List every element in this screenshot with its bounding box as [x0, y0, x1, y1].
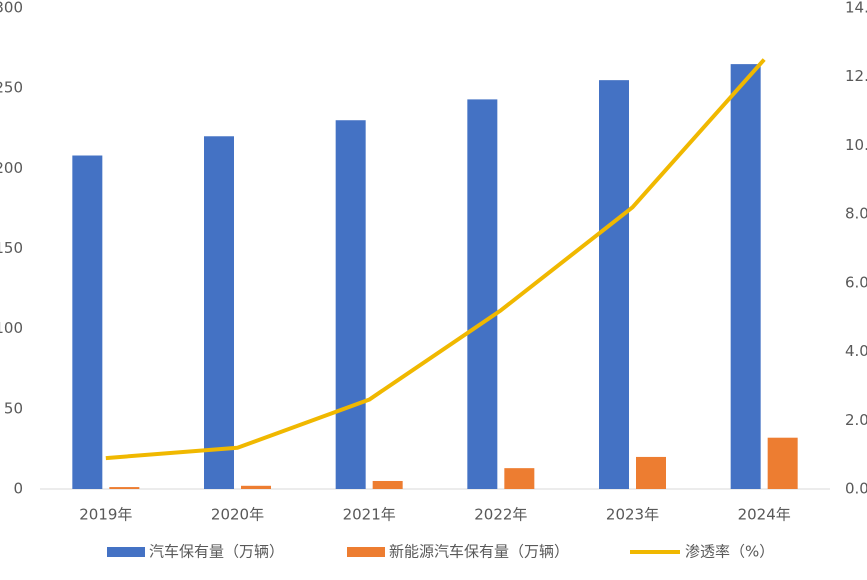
bar: [204, 136, 234, 489]
y-tick-label: 200: [0, 159, 23, 177]
bar: [636, 456, 666, 489]
legend-swatch: [347, 547, 385, 557]
bar: [767, 437, 798, 489]
y2-tick-label: 0.0: [845, 480, 867, 498]
bar: [504, 468, 535, 489]
y2-tick-label: 8.0: [845, 205, 867, 223]
bar: [335, 120, 366, 489]
bar: [72, 155, 103, 490]
legend-label: 渗透率（%）: [685, 543, 774, 561]
y-tick-label: 0: [13, 480, 23, 498]
bar: [109, 487, 140, 489]
legend-label: 汽车保有量（万辆）: [149, 543, 284, 561]
y-tick-label: 250: [0, 79, 23, 97]
y-tick-label: 50: [4, 399, 23, 417]
y2-tick-label: 6.0: [845, 273, 867, 291]
y-tick-label: 300: [0, 0, 23, 17]
legend-label: 新能源汽车保有量（万辆）: [389, 543, 569, 561]
x-tick-label: 2022年: [474, 506, 527, 524]
bar: [467, 99, 498, 489]
x-tick-label: 2019年: [79, 506, 132, 524]
y-tick-label: 150: [0, 239, 23, 257]
y2-tick-label: 12.0: [845, 67, 867, 85]
x-tick-label: 2024年: [738, 506, 791, 524]
x-tick-label: 2020年: [211, 506, 264, 524]
bar: [372, 480, 403, 489]
y2-tick-label: 2.0: [845, 411, 867, 429]
bar: [599, 80, 629, 490]
legend-swatch: [107, 547, 145, 557]
x-tick-label: 2023年: [606, 506, 659, 524]
bar: [730, 64, 761, 489]
y-tick-label: 100: [0, 319, 23, 337]
x-tick-label: 2021年: [343, 506, 396, 524]
y2-tick-label: 10.0: [845, 136, 867, 154]
line: [105, 58, 766, 461]
y2-tick-label: 14.0: [845, 0, 867, 17]
y2-tick-label: 4.0: [845, 342, 867, 360]
bar: [241, 485, 271, 489]
